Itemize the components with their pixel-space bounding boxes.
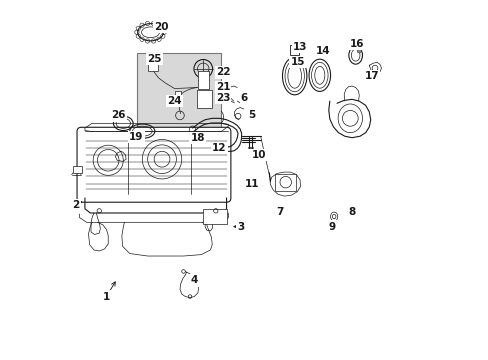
Bar [290, 45, 299, 55]
Text: 3: 3 [237, 222, 244, 231]
Text: 7: 7 [276, 207, 284, 217]
Bar [147, 63, 158, 71]
Text: 26: 26 [111, 111, 125, 121]
Text: 13: 13 [292, 42, 306, 52]
Text: 2: 2 [72, 200, 80, 210]
Text: 10: 10 [251, 150, 265, 160]
Text: 6: 6 [241, 93, 247, 103]
Text: 20: 20 [154, 22, 168, 32]
Text: 4: 4 [190, 275, 198, 285]
Text: 12: 12 [212, 143, 226, 153]
Text: 9: 9 [328, 222, 335, 231]
FancyBboxPatch shape [73, 166, 82, 173]
Text: 1: 1 [102, 292, 110, 302]
Text: 17: 17 [364, 71, 378, 81]
Bar [198, 71, 209, 89]
FancyBboxPatch shape [77, 127, 230, 202]
Bar [203, 210, 226, 224]
Bar [274, 174, 296, 191]
Text: 11: 11 [244, 179, 258, 189]
Text: 25: 25 [146, 54, 161, 64]
Bar [174, 91, 181, 98]
Text: 5: 5 [247, 111, 255, 121]
Text: 19: 19 [129, 132, 143, 142]
Text: 18: 18 [190, 133, 204, 143]
Text: 21: 21 [215, 82, 230, 93]
Text: 8: 8 [348, 207, 355, 217]
Text: 24: 24 [167, 96, 182, 106]
Circle shape [356, 49, 361, 53]
Text: 23: 23 [215, 93, 230, 103]
Text: 16: 16 [349, 39, 364, 49]
FancyBboxPatch shape [137, 53, 221, 130]
Text: 22: 22 [215, 67, 230, 77]
Text: 15: 15 [290, 57, 304, 67]
Bar [197, 90, 211, 108]
Text: 14: 14 [315, 46, 330, 56]
